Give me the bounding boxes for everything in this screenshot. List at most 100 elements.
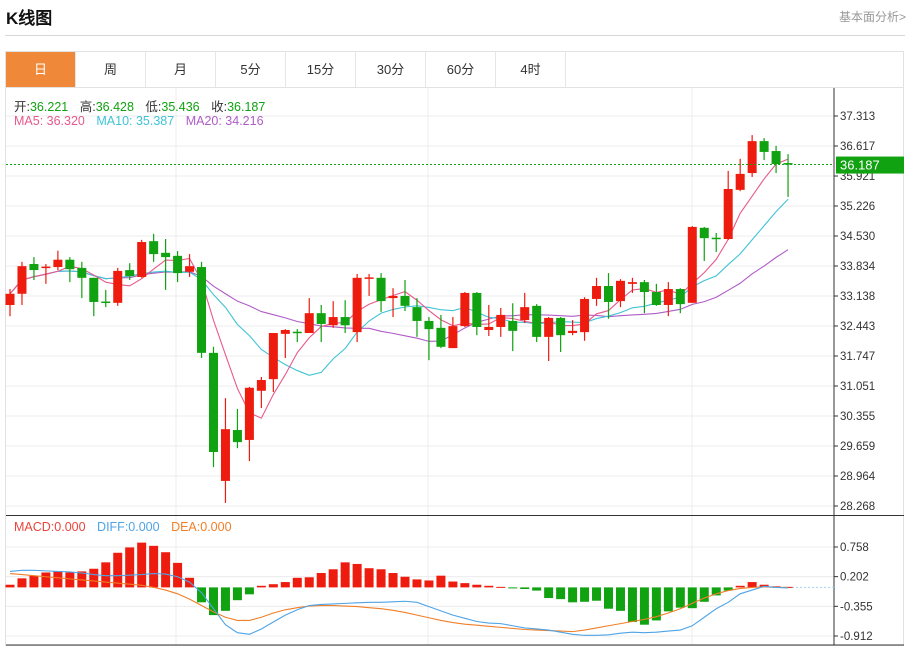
candle: [388, 288, 398, 318]
candle: [412, 298, 422, 337]
candle-body: [388, 295, 398, 299]
candle: [699, 226, 709, 262]
macd-bar: [580, 587, 590, 602]
candle-body: [125, 270, 135, 277]
macd-bar: [29, 575, 39, 588]
candle-body: [556, 317, 566, 336]
candle: [568, 320, 578, 336]
candle-body: [17, 266, 27, 294]
macd-bar: [244, 587, 254, 595]
macd-bar: [364, 568, 374, 588]
macd-bar: [125, 547, 135, 588]
tab-week[interactable]: 周: [76, 52, 146, 87]
ma10-line: [9, 198, 789, 376]
candle-body: [460, 292, 470, 327]
price-tick-label: 29.659: [840, 441, 875, 453]
tab-day[interactable]: 日: [6, 52, 76, 87]
price-tick-label: 37.313: [840, 111, 875, 123]
candle: [185, 254, 195, 277]
macd-bar: [711, 587, 721, 596]
macd-bar: [556, 587, 566, 600]
candle-body: [484, 326, 494, 330]
candle-body: [41, 266, 51, 269]
candle-body: [651, 292, 661, 305]
macd-bar: [280, 582, 290, 588]
macd-bar: [137, 542, 147, 588]
macd-bar: [173, 562, 183, 588]
macd-bar: [651, 587, 661, 621]
candle: [53, 250, 63, 271]
candle: [532, 304, 542, 343]
tab-15min[interactable]: 15分: [286, 52, 356, 87]
tab-60min[interactable]: 60分: [426, 52, 496, 87]
candle-body: [113, 270, 123, 303]
ma-legend: MA5: 36.320 MA10: 35.387 MA20: 34.216: [14, 114, 272, 128]
macd-tick-label: 0.758: [840, 542, 869, 554]
candle: [352, 273, 362, 343]
close-label: 收:: [211, 100, 228, 114]
ohlc-legend: 开:36.221 高:36.428 低:35.436 收:36.187: [14, 96, 273, 115]
candle: [220, 398, 230, 503]
diff-line: [9, 569, 789, 636]
tab-5min[interactable]: 5分: [216, 52, 286, 87]
candle-body: [340, 317, 350, 326]
candle-body: [436, 327, 446, 347]
candle: [460, 292, 470, 327]
macd-bar: [89, 568, 99, 588]
low-label: 低:: [145, 100, 162, 114]
open-label: 开:: [14, 100, 30, 114]
candle: [17, 261, 27, 305]
macd-bar: [496, 586, 506, 588]
candle: [149, 233, 159, 262]
candle-body: [53, 259, 63, 268]
candle-body: [687, 226, 697, 303]
macd-bar: [101, 562, 111, 588]
candle: [436, 314, 446, 349]
candle-body: [508, 320, 518, 331]
candle: [592, 277, 602, 306]
candle: [711, 232, 721, 252]
candle-body: [532, 305, 542, 337]
candle-body: [604, 286, 613, 302]
candle-body: [173, 255, 183, 274]
candle: [101, 289, 111, 308]
macd-bar: [604, 587, 613, 609]
candle-body: [268, 333, 278, 380]
open-value: 36.221: [29, 100, 69, 114]
macd-bar: [699, 587, 709, 602]
macd-bar: [735, 585, 745, 588]
macd-bar: [436, 575, 446, 588]
candle: [663, 282, 673, 317]
candle: [556, 317, 566, 352]
macd-bar: [316, 573, 326, 588]
candle: [580, 297, 590, 341]
price-tick-label: 32.443: [840, 321, 875, 333]
candle-body: [448, 326, 458, 349]
candle: [639, 279, 649, 314]
macd-bar: [328, 569, 338, 588]
candle-body: [496, 314, 506, 327]
tab-month[interactable]: 月: [146, 52, 216, 87]
macd-bar: [400, 576, 410, 588]
candle: [89, 277, 99, 317]
candle: [771, 145, 781, 174]
candle-body: [101, 301, 111, 304]
macd-bar: [615, 587, 625, 611]
candle-body: [137, 242, 147, 277]
high-value: 36.428: [95, 100, 134, 114]
macd-bar: [292, 577, 302, 588]
candle: [292, 329, 302, 343]
ma20-value: MA20: 34.216: [185, 114, 264, 128]
tab-4hour[interactable]: 4时: [496, 52, 566, 87]
candle-body: [771, 151, 781, 164]
tab-30min[interactable]: 30分: [356, 52, 426, 87]
candle-body: [185, 266, 195, 272]
candle-body: [759, 141, 769, 152]
candle-body: [89, 277, 99, 302]
fundamental-analysis-link[interactable]: 基本面分析>: [838, 10, 906, 24]
diff-value: DIFF:0.000: [97, 520, 160, 534]
macd-bar: [747, 582, 757, 588]
candle: [256, 376, 266, 409]
macd-bar: [149, 545, 159, 588]
